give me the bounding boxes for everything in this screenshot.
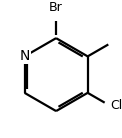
Text: N: N [19,49,30,63]
Text: Br: Br [49,1,63,14]
Text: Cl: Cl [110,99,122,112]
